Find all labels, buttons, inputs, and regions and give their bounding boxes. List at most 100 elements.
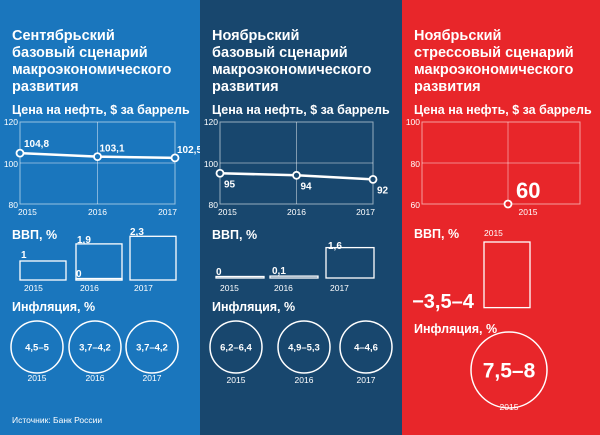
gdp-bar <box>325 246 375 279</box>
gdp-label: ВВП, % <box>212 228 258 242</box>
gdp-year-label: 2015 <box>484 228 503 238</box>
oil-price-value: 60 <box>516 178 540 203</box>
oil-y-tick: 80 <box>411 159 421 169</box>
inflation-value: 4,5–5 <box>25 342 49 353</box>
oil-plot-frame <box>421 121 581 205</box>
inflation-year-label: 2016 <box>295 375 314 385</box>
gdp-bar-outline <box>75 243 123 281</box>
inflation-label: Инфляция, % <box>12 300 96 314</box>
oil-price-value: 94 <box>301 181 313 192</box>
oil-y-tick: 80 <box>209 200 219 210</box>
inflation-circle <box>68 320 122 374</box>
panel-september-base: Сентябрьский базовый сценарий макроэконо… <box>0 0 200 435</box>
panel-november-base: Ноябрьский базовый сценарий макроэкономи… <box>200 0 402 435</box>
oil-x-label: 2017 <box>356 207 375 217</box>
title-line: стрессовый сценарий <box>414 45 574 61</box>
gdp-year-label: 2015 <box>220 283 239 293</box>
oil-y-tick: 100 <box>204 159 218 169</box>
title-line: макроэкономического <box>12 62 172 78</box>
oil-price-value: 102,5 <box>177 145 200 156</box>
gdp-value: 1 <box>21 250 27 261</box>
oil-y-tick: 100 <box>4 159 18 169</box>
oil-y-tick: 80 <box>9 200 19 210</box>
oil-price-value: 92 <box>377 185 389 196</box>
gdp-year-label: 2016 <box>274 283 293 293</box>
inflation-value: 7,5–8 <box>483 359 536 382</box>
oil-y-tick: 120 <box>204 117 218 127</box>
inflation-value: 4,9–5,3 <box>288 342 320 353</box>
oil-y-tick: 60 <box>411 200 421 210</box>
gdp-value: 0 <box>216 267 222 278</box>
oil-price-label: Цена на нефть, $ за баррель <box>12 103 190 117</box>
gdp-bar <box>269 275 319 279</box>
title-line: развития <box>12 79 79 95</box>
oil-plot-frame <box>219 121 374 205</box>
panel-title: Сентябрьский базовый сценарий макроэконо… <box>12 28 197 96</box>
oil-x-label: 2016 <box>287 207 306 217</box>
september-charts: 80 100 120 2015 2016 2017 104,8 103,1 102,5 2015 1… <box>4 117 200 383</box>
oil-x-label: 2015 <box>18 207 37 217</box>
gdp-year-label: 2015 <box>24 283 43 293</box>
inflation-label: Инфляция, % <box>212 300 296 314</box>
inflation-year-label: 2017 <box>357 375 376 385</box>
title-line: макроэкономического <box>212 62 372 78</box>
gdp-year-label: 2017 <box>330 283 349 293</box>
gdp-value: −3,5–4 <box>412 291 475 313</box>
oil-price-point <box>170 153 180 163</box>
stress-charts: 60 80 100 2015 60 −3,5–4 2015 7,5–8 2015 <box>406 117 581 412</box>
gdp-label: ВВП, % <box>12 228 58 242</box>
inflation-circle <box>470 331 548 409</box>
inflation-label: Инфляция, % <box>414 322 498 336</box>
inflation-year-label: 2015 <box>227 375 246 385</box>
oil-x-label: 2015 <box>218 207 237 217</box>
oil-plot-frame <box>19 121 176 205</box>
gdp-bar <box>483 241 531 309</box>
oil-price-value: 104,8 <box>24 139 49 150</box>
panel-title: Ноябрьский базовый сценарий макроэкономи… <box>212 28 397 96</box>
oil-price-point <box>93 152 102 162</box>
inflation-circle <box>125 320 179 374</box>
inflation-year-label: 2015 <box>500 402 519 412</box>
inflation-circle <box>209 320 263 374</box>
gdp-value: 1,6 <box>328 241 342 252</box>
gdp-value: 1,9 <box>77 235 91 246</box>
inflation-value: 3,7–4,2 <box>79 342 111 353</box>
title-line: макроэкономического <box>414 62 574 78</box>
inflation-circle <box>277 320 331 374</box>
inflation-value: 6,2–6,4 <box>220 342 252 353</box>
oil-price-point <box>292 170 301 180</box>
title-line: Сентябрьский <box>12 28 115 44</box>
oil-price-label: Цена на нефть, $ за баррель <box>414 103 592 117</box>
oil-price-value: 95 <box>224 179 236 190</box>
oil-price-point <box>368 174 378 184</box>
title-line: базовый сценарий <box>212 45 348 61</box>
oil-x-label: 2015 <box>519 207 538 217</box>
november-charts: 80 100 120 2015 2016 2017 95 94 92 2015 0 2016 0,1 20… <box>204 117 393 385</box>
gdp-bar <box>215 275 265 279</box>
panel-title: Ноябрьский стрессовый сценарий макроэкон… <box>414 28 599 96</box>
title-line: Ноябрьский <box>414 28 502 44</box>
inflation-year-label: 2017 <box>143 373 162 383</box>
oil-x-label: 2016 <box>88 207 107 217</box>
inflation-circle <box>10 320 64 374</box>
title-line: развития <box>414 79 481 95</box>
gdp-bar <box>19 260 67 281</box>
gdp-year-label: 2017 <box>134 283 153 293</box>
inflation-circle <box>339 320 393 374</box>
oil-y-tick: 120 <box>4 117 18 127</box>
oil-price-label: Цена на нефть, $ за баррель <box>212 103 390 117</box>
gdp-value: 0,1 <box>272 266 286 277</box>
oil-price-point <box>15 148 25 158</box>
title-line: базовый сценарий <box>12 45 148 61</box>
oil-y-tick: 100 <box>406 117 420 127</box>
gdp-year-label: 2016 <box>80 283 99 293</box>
oil-price-point <box>215 168 225 178</box>
inflation-year-label: 2016 <box>86 373 105 383</box>
title-line: развития <box>212 79 279 95</box>
panel-november-stress: Ноябрьский стрессовый сценарий макроэкон… <box>402 0 600 435</box>
inflation-value: 4–4,6 <box>354 342 378 353</box>
oil-price-value: 103,1 <box>100 144 125 155</box>
inflation-value: 3,7–4,2 <box>136 342 168 353</box>
gdp-value: 2,3 <box>130 227 144 238</box>
